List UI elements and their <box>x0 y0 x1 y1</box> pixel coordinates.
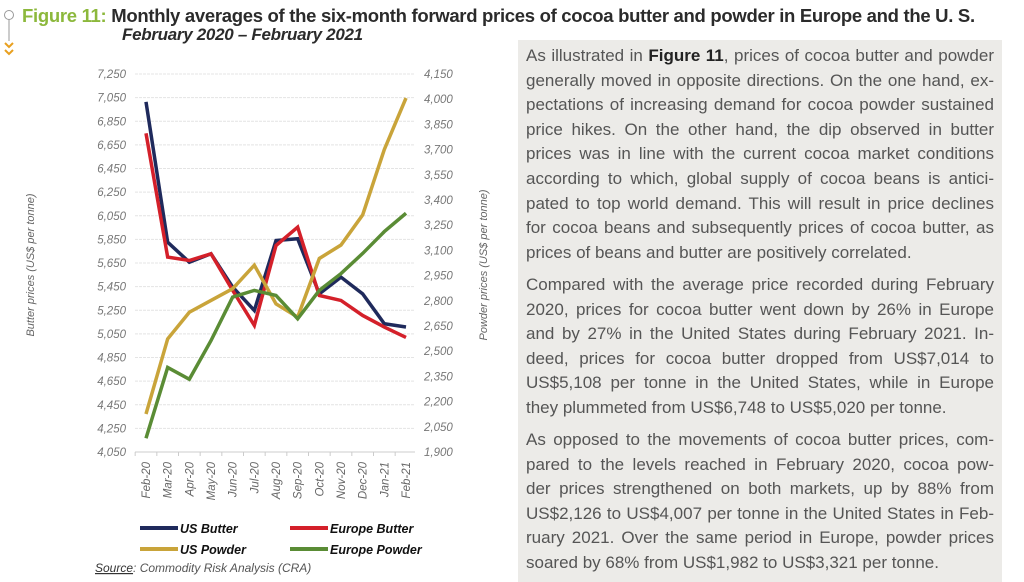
figure-subtitle: February 2020 – February 2021 <box>122 25 363 44</box>
y2-tick-label: 2,200 <box>423 397 453 409</box>
y2-tick-label: 3,400 <box>424 195 453 207</box>
y-tick-label: 4,850 <box>97 353 126 365</box>
legend-label: Europe Butter <box>330 522 414 536</box>
y2-tick-label: 3,850 <box>424 119 453 131</box>
text-line: der prices strengthened on both markets,… <box>526 479 994 499</box>
legend-label: US Powder <box>180 543 247 557</box>
figure-title: Figure 11: Monthly averages of the six-m… <box>22 5 975 27</box>
legend-label: Europe Powder <box>330 543 423 557</box>
text-line: for cocoa beans and subsequently prices … <box>526 218 994 238</box>
text-line: US$5,108 per tonne in the United States,… <box>526 373 994 393</box>
y-tick-label: 5,650 <box>97 258 126 270</box>
text-line: ruary 2021. Over the same period in Euro… <box>526 528 994 548</box>
x-tick-label: Mar-20 <box>163 461 175 498</box>
text-line: As illustrated in Figure 11, prices of c… <box>526 44 994 69</box>
source-text: : Commodity Risk Analysis (CRA) <box>133 561 311 575</box>
y2-tick-label: 3,250 <box>424 220 453 232</box>
text-line: pectations of increasing demand for coco… <box>526 95 994 115</box>
x-tick-label: Oct-20 <box>314 461 326 496</box>
x-tick-label: May-20 <box>206 461 218 500</box>
paragraph-3: As opposed to the movements of cocoa but… <box>526 428 994 576</box>
series-line-europe-butter <box>144 132 407 339</box>
text-line: according to which, global supply of coc… <box>526 168 994 188</box>
text-line: soared by 68% from US$1,982 to US$3,321 … <box>526 552 939 572</box>
y2-axis-title: Powder prices (US$ per tonne) <box>478 189 490 340</box>
text-line: US$2,126 to US$4,007 per tonne in the Un… <box>526 503 994 523</box>
figure-label: Figure 11: <box>22 5 107 26</box>
paragraph-2: Compared with the average price recorded… <box>526 273 994 421</box>
text-line: Compared with the average price recorded… <box>526 275 994 294</box>
y2-tick-label: 4,000 <box>424 94 453 106</box>
figure-title-text: Monthly averages of the six-month forwar… <box>111 5 975 26</box>
text-span: As illustrated in <box>526 46 649 65</box>
x-tick-label: Jan-21 <box>379 462 391 498</box>
x-tick-label: Feb-21 <box>401 462 413 498</box>
text-line: prices was in line with the current coco… <box>526 144 994 164</box>
x-tick-label: Nov-20 <box>336 461 348 499</box>
text-panel: As illustrated in Figure 11, prices of c… <box>518 40 1002 582</box>
y2-tick-label: 1,900 <box>424 447 453 459</box>
y-tick-label: 5,850 <box>97 234 126 246</box>
source-note: Source: Commodity Risk Analysis (CRA) <box>95 561 311 575</box>
y-tick-label: 5,450 <box>97 282 126 294</box>
x-tick-label: Sep-20 <box>293 461 305 499</box>
y-tick-label: 4,650 <box>97 376 126 388</box>
y2-tick-label: 3,550 <box>424 170 453 182</box>
y2-tick-label: 4,150 <box>424 69 453 81</box>
y-tick-label: 6,250 <box>97 187 126 199</box>
text-line: pared to the levels reached in February … <box>526 454 994 474</box>
text-line: and by 27% in the United States during F… <box>526 324 994 344</box>
figure-marker-icon <box>4 10 14 56</box>
y2-tick-label: 2,950 <box>423 271 453 283</box>
paragraph-1: As illustrated in Figure 11, prices of c… <box>526 44 994 265</box>
series-line-us-butter <box>144 101 407 329</box>
line-chart: 4,050 4,250 4,450 4,650 4,850 5,050 5,250 5,450… <box>25 69 490 575</box>
text-line: 2020, prices for cocoa butter went down … <box>526 299 994 319</box>
x-tick-label: Dec-20 <box>358 461 370 499</box>
y2-tick-label: 2,800 <box>423 296 453 308</box>
y2-tick-label: 2,050 <box>423 422 453 434</box>
figure-reference: Figure 11 <box>648 46 724 65</box>
text-line: they plummeted from US$6,748 to US$5,020… <box>526 397 947 417</box>
y2-tick-label: 2,350 <box>423 371 453 383</box>
y-tick-label: 4,250 <box>97 423 126 435</box>
text-line: As opposed to the movements of cocoa but… <box>526 430 994 449</box>
legend-label: US Butter <box>180 522 239 536</box>
y2-tick-label: 3,100 <box>424 245 453 257</box>
y-tick-label: 7,050 <box>97 93 126 105</box>
source-label: Source <box>95 561 133 575</box>
text-line: pated to top world demand. This will res… <box>526 193 994 213</box>
x-tick-label: Jun-20 <box>228 461 240 498</box>
y-tick-label: 7,250 <box>97 69 126 81</box>
y-axis-title: Butter prices (US$ per tonne) <box>25 193 37 336</box>
y-tick-label: 5,250 <box>97 305 126 317</box>
y-tick-label: 6,650 <box>97 140 126 152</box>
y-tick-label: 6,850 <box>97 116 126 128</box>
text-line: prices of beans and butter are positivel… <box>526 242 912 262</box>
x-tick-label: Aug-20 <box>271 461 283 500</box>
y-tick-label: 6,050 <box>97 211 126 223</box>
x-tick-label: Apr-20 <box>184 461 196 497</box>
y-tick-label: 4,450 <box>97 400 126 412</box>
y-tick-label: 6,450 <box>97 164 126 176</box>
y2-tick-label: 2,500 <box>423 346 453 358</box>
y-tick-label: 4,050 <box>97 447 126 459</box>
x-tick-label: Jul-20 <box>249 461 261 494</box>
y-tick-label: 5,050 <box>97 329 126 341</box>
y2-tick-label: 3,700 <box>424 145 453 157</box>
text-line: deed, prices for cocoa butter dropped fr… <box>526 348 994 368</box>
y2-tick-label: 2,650 <box>423 321 453 333</box>
text-span: , prices of cocoa butter and powder <box>723 46 994 65</box>
text-line: generally moved in opposite directions. … <box>526 70 994 90</box>
text-line: price hikes. On the other hand, the dip … <box>526 119 994 139</box>
x-tick-label: Feb-20 <box>141 461 153 498</box>
